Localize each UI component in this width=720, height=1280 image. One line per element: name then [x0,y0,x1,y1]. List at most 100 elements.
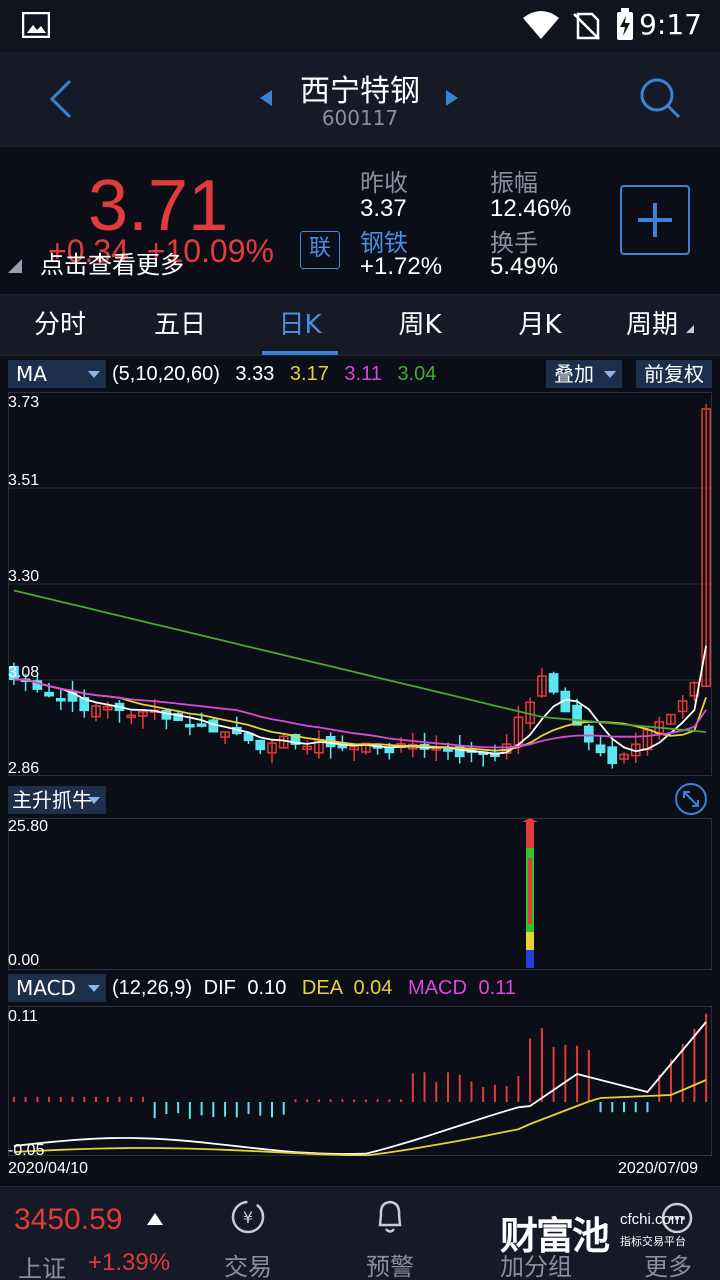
ma20-value: 3.11 [344,363,382,385]
chevron-down-icon [88,797,100,804]
sub-indicator-label: 主升抓牛 [12,788,92,812]
candle [325,732,336,759]
overlay-dropdown[interactable]: 叠加 [546,360,622,388]
no-sim-icon [573,12,600,40]
nav-alert[interactable]: 预警 [330,1187,450,1280]
period-dropdown-icon [686,325,694,333]
nav-add-group-label: 加分组 [500,1253,572,1280]
nav-more[interactable]: 更多 [618,1187,718,1280]
ma10-value: 3.17 [289,363,329,385]
macd-indicator-dropdown[interactable]: MACD [8,974,106,1002]
candle [349,745,359,761]
tab-intraday[interactable]: 分时 [33,310,86,340]
prev-close-value: 3.37 [360,195,407,222]
chevron-down-icon [88,371,100,378]
tab-daily-k[interactable]: 日K [278,310,322,340]
macd-indicator-label: MACD [16,976,76,1000]
view-more-hint[interactable]: 点击查看更多 [40,251,184,279]
ma5-value: 3.33 [235,363,275,385]
status-time: 9:17 [639,8,702,41]
adjust-button[interactable]: 前复权 [636,360,712,388]
nav-trade[interactable]: ¥ 交易 [188,1187,308,1280]
sub-y-bottom: 0.00 [8,952,40,969]
ma20-line [13,678,707,749]
y-label-bottom: 2.86 [8,760,40,777]
status-bar: 9:17 [0,0,720,52]
search-button[interactable] [638,76,682,120]
ma-params: (5,10,20,60) [112,363,220,385]
linked-badge[interactable]: 联 [300,231,340,269]
candle [255,739,266,755]
stock-name: 西宁特钢 [300,74,420,109]
macd-label: MACD [408,977,467,999]
dea-line [13,1079,707,1156]
candle [537,667,547,698]
sector-change: +1.72% [360,253,443,280]
index-name: 上证 [18,1255,66,1280]
active-tab-indicator [262,351,338,355]
overlay-label: 叠加 [554,362,594,386]
macd-chart[interactable] [8,1006,712,1156]
tab-period[interactable]: 周期 [625,310,678,340]
battery-charging-icon [617,8,633,40]
watermark-logo: 财富池 cfchi.com 指标交易平台 [500,1205,700,1261]
macd-y-bottom: -0.05 [8,1142,45,1159]
prev-stock-button[interactable] [258,88,274,108]
next-stock-button[interactable] [444,88,460,108]
turnover-value: 5.49% [490,253,559,280]
dea-value: 0.04 [353,977,393,999]
dif-line [13,1021,707,1155]
wifi-icon [523,11,559,39]
fullscreen-icon[interactable] [674,782,708,816]
y-label-4: 3.08 [8,664,40,681]
back-button[interactable] [46,78,76,120]
tab-weekly-k[interactable]: 周K [398,310,442,340]
add-watchlist-button[interactable] [620,185,690,255]
turnover-label: 换手 [490,229,538,257]
nav-add-group[interactable]: 加分组 [476,1187,596,1280]
tab-monthly-k[interactable]: 月K [518,310,562,340]
period-tabs: 分时 五日 日K 周K 月K 周期 [0,294,720,356]
candlestick-chart[interactable] [8,392,712,776]
ma60-line [13,589,707,733]
candle [548,671,559,695]
logo-text: 财富池 [500,1214,610,1258]
stock-code: 600117 [321,106,399,130]
sub-indicator-dropdown[interactable]: 主升抓牛 [8,786,106,814]
ma-legend: (5,10,20,60) 3.33 3.17 3.11 3.04 [112,363,436,386]
candle [55,688,66,711]
index-value: 3450.59 [14,1203,123,1236]
candle [220,731,230,745]
header: 西宁特钢 600117 [0,52,720,146]
dif-label: DIF [203,977,236,999]
nav-trade-label: 交易 [224,1253,272,1280]
index-change: +1.39% [88,1249,171,1276]
chevron-down-icon [88,985,100,992]
plus-icon [638,203,672,237]
index-ticker[interactable]: 3450.59 上证 +1.39% [0,1187,200,1280]
tab-five-day[interactable]: 五日 [153,310,206,340]
candle [138,710,148,729]
prev-close-label: 昨收 [360,169,408,197]
candle [666,713,676,725]
ma5-line [13,645,707,755]
bell-icon [378,1200,402,1233]
sub-indicator-chart[interactable] [8,818,712,970]
amplitude-value: 12.46% [490,195,572,222]
candle [231,716,242,736]
amplitude-label: 振幅 [490,169,538,197]
y-label-3: 3.30 [8,568,40,585]
ma-indicator-dropdown[interactable]: MA [8,360,106,388]
candle [583,723,594,751]
logo-site: cfchi.com [620,1211,684,1228]
candle [478,751,489,767]
sector-label[interactable]: 钢铁 [360,229,408,257]
macd-y-top: 0.11 [8,1008,38,1025]
candle [67,680,78,713]
more-icon [661,1202,693,1234]
dea-label: DEA [301,977,342,999]
quote-panel[interactable]: 3.71 +0.34 +10.09% 点击查看更多 联 昨收 3.37 钢铁 +… [0,146,720,294]
candle [126,710,137,725]
ma60-value: 3.04 [397,363,437,385]
price-change: +0.34 [48,233,129,269]
